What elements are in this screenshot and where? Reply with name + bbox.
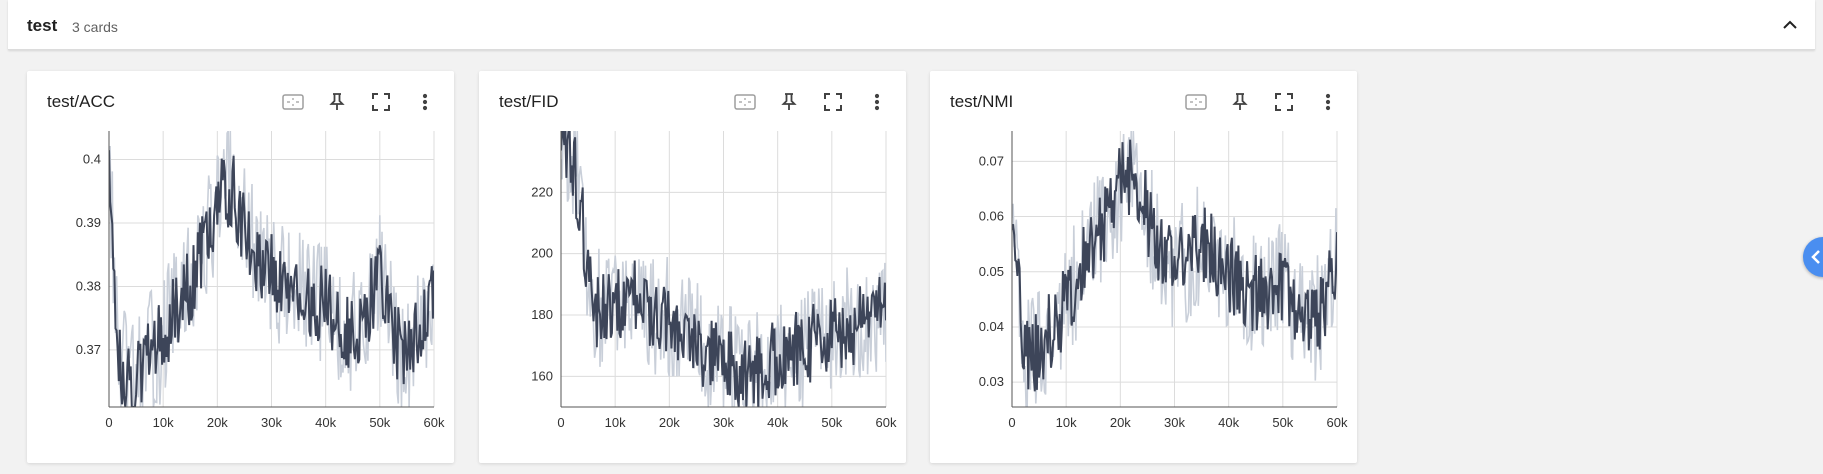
more-vert-icon [1325,93,1331,111]
fullscreen-icon [372,93,390,111]
y-tick-label: 180 [531,307,553,322]
x-tick-label: 30k [261,415,282,430]
fit-domain-icon [1185,94,1207,110]
y-tick-label: 200 [531,246,553,261]
x-tick-label: 0 [1008,415,1015,430]
x-tick-label: 10k [605,415,626,430]
y-tick-label: 0.04 [979,319,1004,334]
y-tick-label: 0.38 [76,278,101,293]
x-tick-label: 50k [369,415,390,430]
more-menu-button[interactable] [1313,87,1343,117]
fullscreen-button[interactable] [1269,87,1299,117]
group-title: test [27,16,58,35]
card-title: test/NMI [950,92,1014,111]
card-toolbar [716,87,892,117]
line-chart[interactable]: 0 10k 20k 30k 40k 50k 60k 160 180 200 220 [479,71,906,463]
y-tick-label: 160 [531,368,553,383]
x-tick-label: 40k [315,415,336,430]
more-vert-icon [422,93,428,111]
x-tick-label: 30k [713,415,734,430]
fullscreen-icon [824,93,842,111]
smoothed-series-line [109,150,434,407]
y-tick-label: 220 [531,184,553,199]
line-chart[interactable]: 0 10k 20k 30k 40k 50k 60k 0.03 0.04 0.05 0.06 0.07 [930,71,1357,463]
x-tick-label: 60k [876,415,897,430]
chart-card: 0 10k 20k 30k 40k 50k 60k 0.03 0.04 0.05 0.06 0.07 t… [930,71,1357,463]
chart-card: 0 10k 20k 30k 40k 50k 60k 0.37 0.38 0.39 0.4 test/A… [27,71,454,463]
x-tick-label: 40k [1218,415,1239,430]
y-tick-label: 0.4 [83,152,101,167]
pin-icon [329,93,345,110]
x-tick-label: 50k [1272,415,1293,430]
x-tick-label: 10k [1056,415,1077,430]
fit-domain-button[interactable] [278,87,308,117]
fullscreen-button[interactable] [818,87,848,117]
card-toolbar [1167,87,1343,117]
x-tick-label: 20k [207,415,228,430]
y-tick-label: 0.06 [979,209,1004,224]
card-title: test/FID [499,92,559,111]
x-tick-label: 20k [1110,415,1131,430]
pin-icon [1232,93,1248,110]
x-tick-label: 40k [767,415,788,430]
more-menu-button[interactable] [410,87,440,117]
card-toolbar [264,87,440,117]
y-tick-label: 0.03 [979,374,1004,389]
fit-domain-button[interactable] [1181,87,1211,117]
x-tick-label: 0 [557,415,564,430]
more-vert-icon [874,93,880,111]
group-card-count: 3 cards [72,19,118,35]
x-tick-label: 60k [1327,415,1348,430]
card-group-header: test 3 cards [8,0,1815,50]
line-chart[interactable]: 0 10k 20k 30k 40k 50k 60k 0.37 0.38 0.39 0.4 [27,71,454,463]
y-tick-label: 0.05 [979,264,1004,279]
y-tick-label: 0.37 [76,342,101,357]
y-tick-label: 0.39 [76,215,101,230]
chevron-left-icon [1811,250,1820,264]
card-title: test/ACC [47,92,116,111]
pin-card-button[interactable] [1225,87,1255,117]
fit-domain-button[interactable] [730,87,760,117]
fullscreen-icon [1275,93,1293,111]
pin-icon [781,93,797,110]
pin-card-button[interactable] [774,87,804,117]
more-menu-button[interactable] [862,87,892,117]
x-tick-label: 20k [659,415,680,430]
x-tick-label: 30k [1164,415,1185,430]
x-tick-label: 10k [153,415,174,430]
fit-domain-icon [734,94,756,110]
collapse-group-button[interactable] [1777,12,1803,38]
toggle-settings-pane-button[interactable] [1803,237,1823,277]
x-tick-label: 0 [105,415,112,430]
chevron-up-icon [1783,20,1797,29]
x-tick-label: 60k [424,415,445,430]
fullscreen-button[interactable] [366,87,396,117]
y-tick-label: 0.07 [979,153,1004,168]
fit-domain-icon [282,94,304,110]
pin-card-button[interactable] [322,87,352,117]
smoothed-series-line [1012,139,1337,392]
smoothed-series-line [561,131,886,407]
chart-card: 0 10k 20k 30k 40k 50k 60k 160 180 200 220 test/FID [479,71,906,463]
x-tick-label: 50k [821,415,842,430]
